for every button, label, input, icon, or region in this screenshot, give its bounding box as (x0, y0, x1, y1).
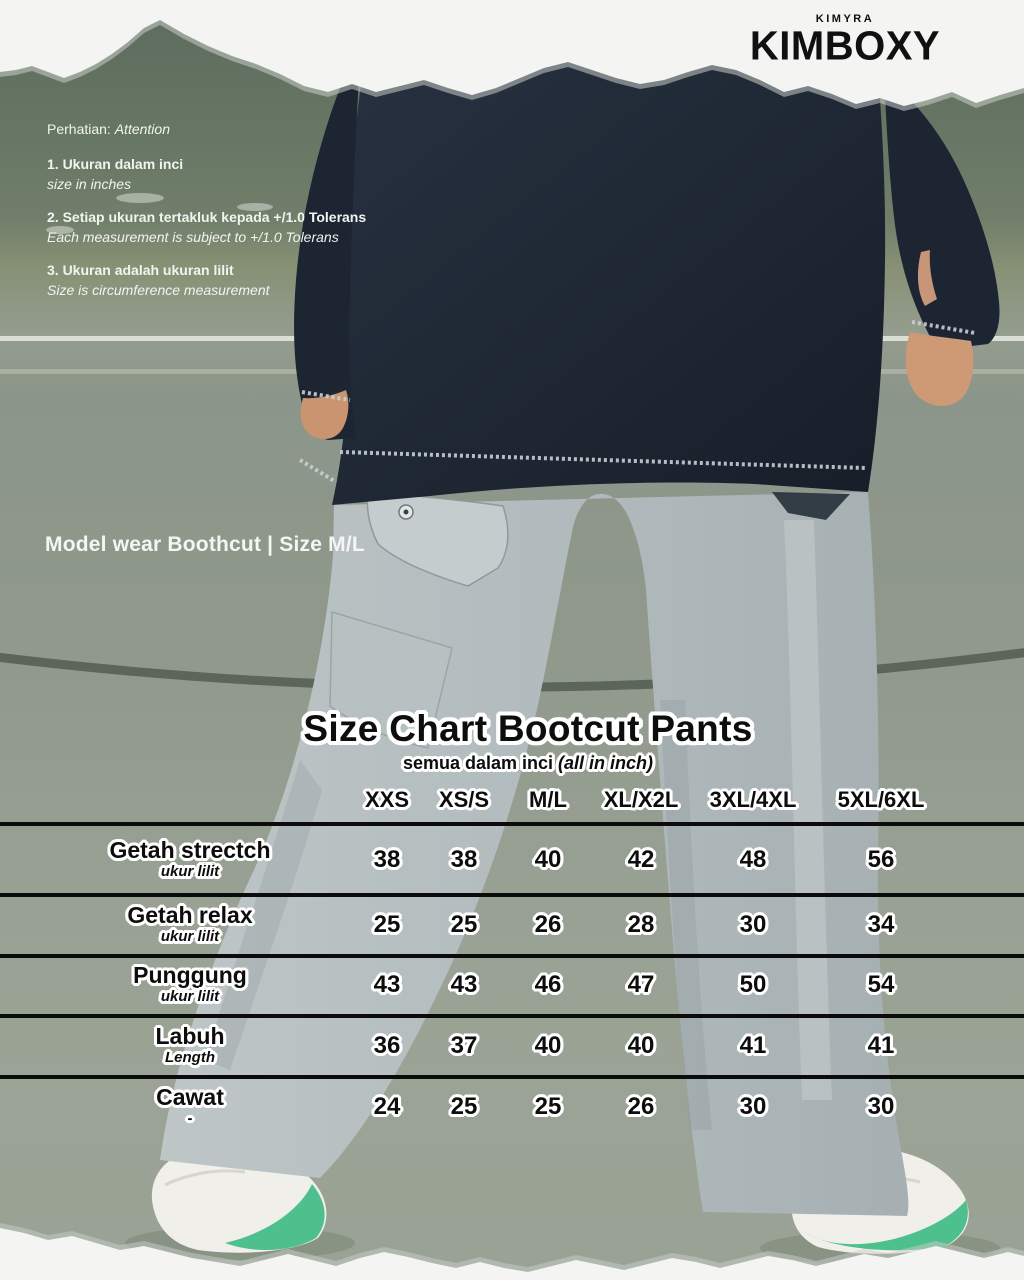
left-shoe-sole (225, 1184, 325, 1251)
torn-paper-bottom (0, 1223, 1024, 1280)
left-sleeve (294, 58, 360, 440)
cargo-pocket-body (329, 610, 453, 749)
navy-top (294, 58, 1000, 505)
thumbhole (917, 250, 937, 306)
torn-paper-top (0, 0, 1024, 111)
bootcut-pants (160, 491, 909, 1216)
right-hand (905, 332, 974, 407)
right-shoe-sole (800, 1200, 968, 1251)
left-hand (300, 390, 349, 440)
hem-stitching (298, 320, 976, 484)
torso (332, 58, 886, 505)
right-sleeve (870, 65, 1000, 350)
